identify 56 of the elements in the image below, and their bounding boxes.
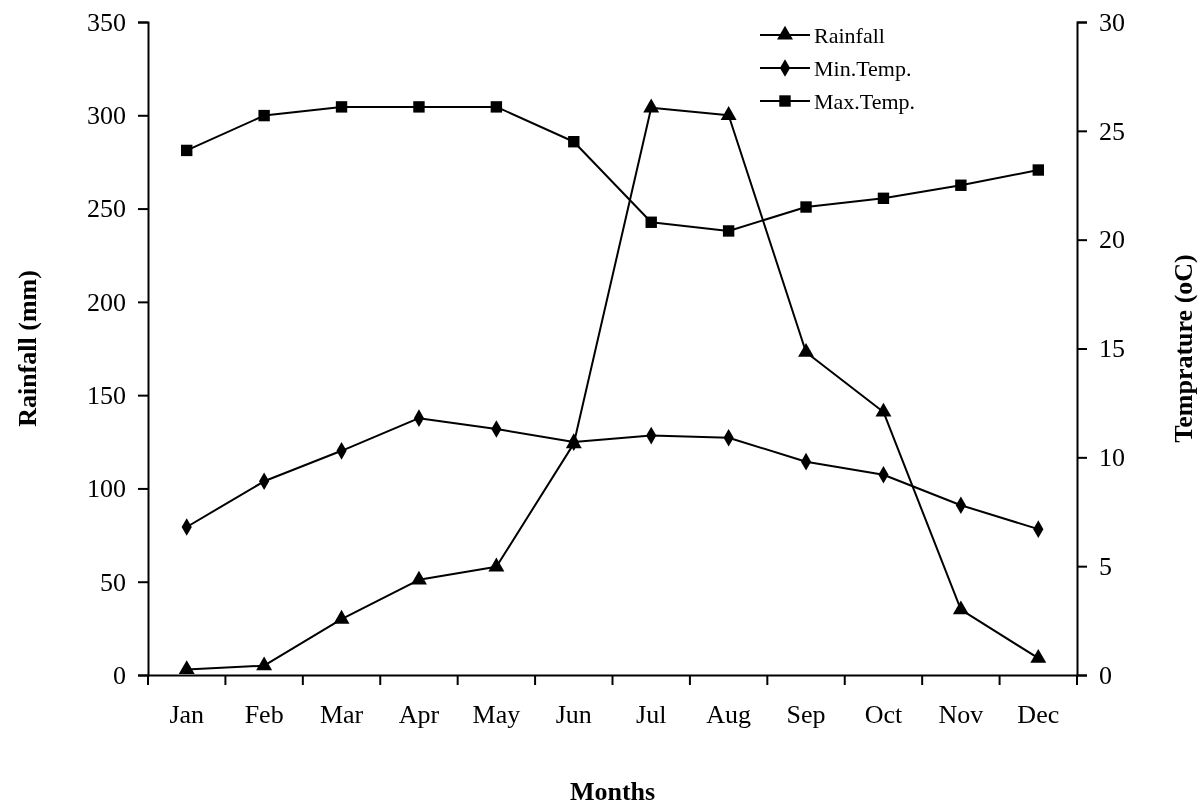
y-tick-label: 200 (87, 287, 126, 317)
point (488, 557, 505, 572)
point (722, 225, 735, 237)
point (1032, 164, 1044, 176)
y-axis-title: Rainfall (mm) (13, 270, 42, 427)
y2-tick-label: 5 (1099, 551, 1112, 581)
point (410, 570, 427, 585)
x-axis-title: Months (569, 777, 656, 806)
point (1030, 649, 1047, 663)
y-tick-label: 100 (87, 474, 126, 504)
point (413, 101, 425, 113)
x-tick-label: Aug (706, 700, 752, 730)
x-tick-label: Sep (786, 700, 826, 730)
x-tick-label: Jun (555, 700, 592, 730)
y2-tick-label: 0 (1099, 660, 1112, 690)
x-tick-label: Dec (1017, 700, 1060, 730)
point (877, 192, 890, 205)
y-tick-label: 150 (87, 380, 126, 410)
x-tick-label: May (472, 700, 521, 730)
point (258, 109, 270, 122)
point (643, 98, 660, 113)
point (798, 343, 815, 357)
x-tick-label: Mar (319, 700, 364, 730)
y2-tick-label: 25 (1099, 116, 1125, 146)
point (181, 144, 193, 157)
point (178, 660, 195, 674)
y2-tick-label: 10 (1099, 443, 1125, 473)
point (875, 402, 892, 417)
point (645, 216, 657, 228)
legend-label: Min.Temp. (814, 55, 912, 81)
y-tick-label: 350 (87, 7, 126, 37)
y-tick-label: 0 (113, 660, 126, 690)
y2-tick-label: 15 (1099, 334, 1125, 364)
point (952, 600, 969, 615)
point (955, 179, 967, 191)
x-tick-label: Oct (864, 700, 903, 730)
point (568, 136, 580, 148)
y-tick-label: 250 (87, 194, 126, 224)
point (490, 101, 503, 113)
point (335, 101, 348, 113)
point (800, 201, 812, 213)
x-tick-label: Apr (398, 700, 440, 730)
legend-label: Rainfall (814, 22, 885, 48)
y-tick-label: 300 (87, 101, 126, 131)
y2-axis-title: Temprature (oC) (1169, 254, 1198, 443)
point (720, 106, 737, 120)
y-tick-label: 50 (100, 567, 126, 597)
x-tick-label: Nov (938, 700, 984, 730)
point (333, 609, 350, 624)
y2-tick-label: 20 (1099, 225, 1125, 255)
x-tick-label: Jan (169, 700, 205, 730)
x-tick-label: Jul (636, 700, 667, 730)
legend-label: Max.Temp. (814, 88, 916, 114)
point (256, 656, 273, 671)
y2-tick-label: 30 (1099, 7, 1125, 37)
x-tick-label: Feb (244, 700, 284, 730)
